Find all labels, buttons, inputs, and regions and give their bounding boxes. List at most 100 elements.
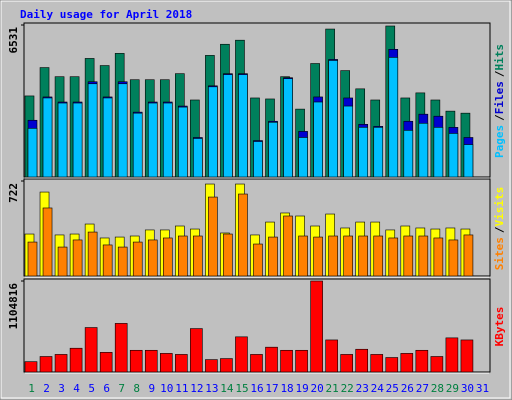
bar	[295, 349, 308, 373]
bar	[117, 246, 128, 277]
bar	[87, 83, 98, 178]
bar	[129, 349, 143, 373]
bar	[343, 235, 353, 277]
bar	[253, 141, 263, 178]
bar	[54, 354, 68, 373]
bar	[403, 130, 414, 178]
x-tick-label: 27	[416, 382, 429, 395]
bar	[193, 138, 203, 178]
legend-separator: /	[493, 114, 506, 121]
x-tick-label: 15	[235, 382, 248, 395]
bar	[445, 337, 459, 373]
bar	[27, 128, 38, 178]
x-tick-label: 21	[326, 382, 339, 395]
bar	[403, 235, 414, 277]
bar	[132, 241, 143, 277]
x-tick-label: 16	[250, 382, 263, 395]
bar	[102, 244, 113, 277]
x-tick-label: 10	[160, 382, 173, 395]
bar	[343, 105, 353, 178]
bar	[460, 339, 474, 373]
bar	[57, 246, 68, 277]
bar	[27, 241, 38, 277]
bar	[99, 352, 113, 373]
legend: Sites /Visits	[493, 187, 506, 271]
bar	[175, 354, 188, 373]
bar	[72, 239, 83, 277]
legend-entry: Sites	[493, 237, 506, 270]
x-tick-label: 18	[280, 382, 293, 395]
bar	[178, 235, 188, 277]
x-tick-label: 12	[190, 382, 203, 395]
bar	[250, 354, 263, 373]
x-tick-label: 30	[461, 382, 474, 395]
bar	[280, 349, 293, 373]
legend-entry: KBytes	[493, 307, 506, 347]
bar	[235, 336, 248, 373]
legend: Pages/Files/Hits	[493, 44, 506, 158]
bar	[388, 237, 399, 277]
x-tick-label: 4	[73, 382, 80, 395]
bar	[193, 235, 203, 277]
legend-entry: Visits	[493, 187, 506, 227]
legend-entry: Pages	[493, 125, 506, 158]
bar	[265, 346, 278, 373]
bar	[268, 236, 278, 277]
bar	[238, 193, 248, 277]
chart-title: Daily usage for April 2018	[20, 8, 192, 21]
x-tick-label: 9	[148, 382, 155, 395]
bar	[433, 237, 444, 277]
bar	[448, 133, 459, 178]
bar	[253, 243, 263, 277]
x-tick-label: 8	[133, 382, 140, 395]
bar	[102, 97, 113, 178]
bar	[418, 122, 429, 178]
bar	[205, 359, 218, 373]
bar	[283, 78, 293, 178]
x-tick-label: 17	[265, 382, 278, 395]
y-tick-label: 722	[7, 183, 20, 203]
x-tick-label: 5	[88, 382, 95, 395]
x-tick-label: 13	[205, 382, 218, 395]
bar	[208, 196, 218, 277]
legend-separator: /	[493, 70, 506, 77]
bar	[69, 347, 83, 373]
bar	[57, 102, 68, 178]
bar	[144, 349, 158, 373]
bar	[159, 353, 173, 373]
bar	[223, 74, 233, 178]
bar	[283, 215, 293, 277]
bar	[448, 239, 459, 277]
bar	[313, 236, 323, 277]
x-tick-label: 3	[58, 382, 65, 395]
bar	[388, 57, 399, 178]
bar	[433, 127, 444, 178]
bar	[223, 233, 233, 277]
bar	[132, 112, 143, 178]
bar	[340, 354, 353, 373]
x-tick-label: 22	[341, 382, 354, 395]
y-tick-label: 6531	[7, 27, 20, 54]
bar	[162, 102, 173, 178]
x-tick-label: 28	[431, 382, 444, 395]
bar	[415, 349, 429, 373]
bar	[370, 354, 384, 373]
bar	[147, 239, 158, 277]
bar	[328, 60, 338, 178]
bar	[24, 361, 38, 373]
x-tick-label: 24	[371, 382, 385, 395]
bar	[358, 235, 369, 277]
x-tick-label: 20	[311, 382, 324, 395]
bar	[385, 357, 399, 373]
bar	[162, 237, 173, 277]
y-tick-label: 1104816	[7, 283, 20, 330]
bar	[117, 83, 128, 178]
x-tick-label: 7	[118, 382, 125, 395]
bar	[84, 327, 98, 373]
x-tick-label: 26	[401, 382, 414, 395]
bar	[190, 328, 203, 373]
bar	[400, 353, 414, 373]
x-tick-label: 23	[356, 382, 369, 395]
